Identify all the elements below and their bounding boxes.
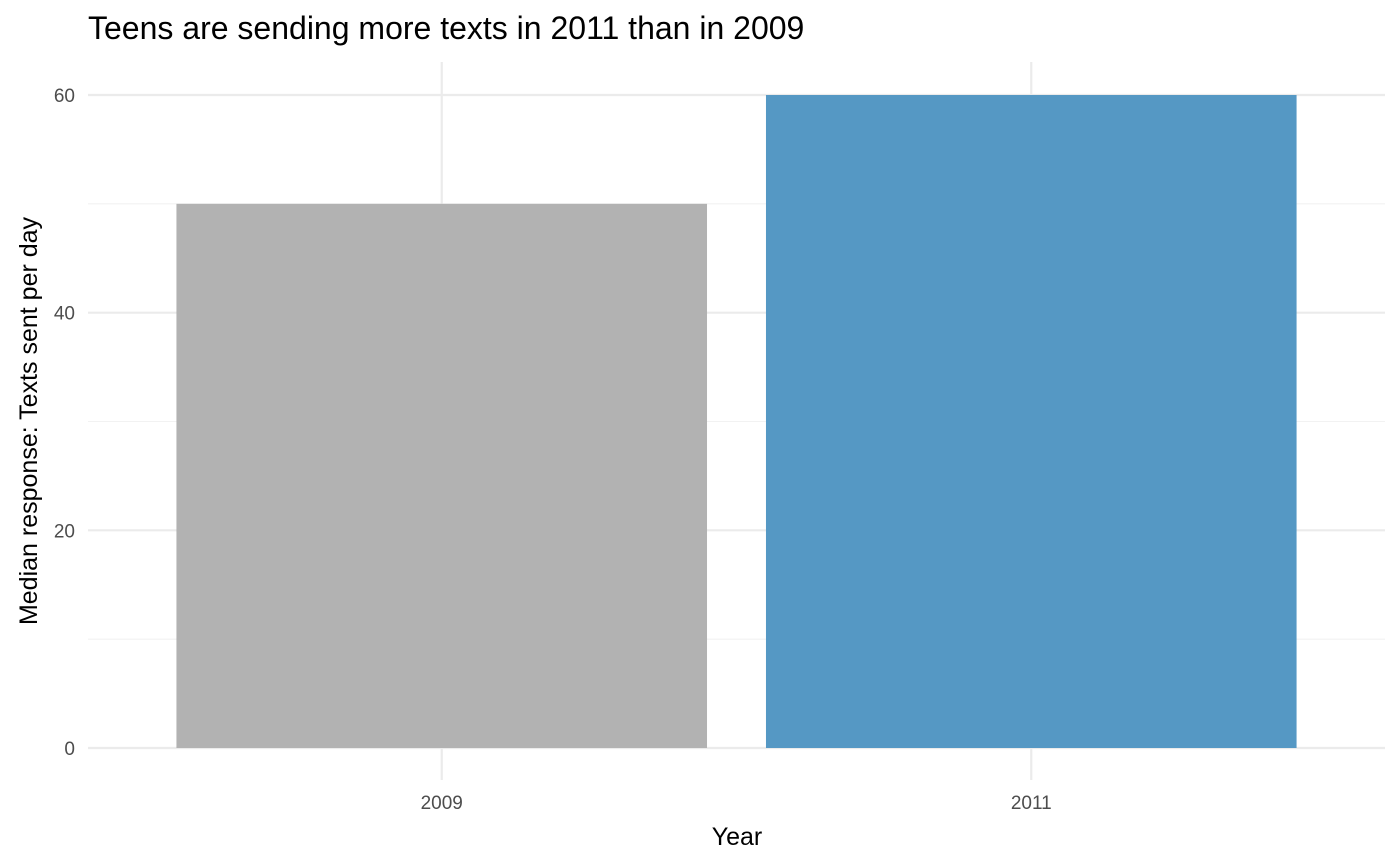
y-tick-label: 20	[54, 521, 75, 542]
y-tick-label: 0	[64, 739, 75, 760]
x-tick-label: 2011	[1011, 793, 1052, 814]
y-tick-labels: 0 20 40 60	[54, 86, 75, 760]
y-axis-label: Median response: Texts sent per day	[15, 216, 43, 625]
y-tick-label: 40	[54, 304, 75, 325]
bars	[176, 95, 1297, 749]
bar-2009	[176, 203, 708, 749]
x-tick-labels: 2009 2011	[421, 793, 1052, 814]
bar-2011	[765, 95, 1297, 748]
x-tick-label: 2009	[421, 793, 463, 814]
x-axis-label: Year	[712, 823, 763, 851]
chart-title: Teens are sending more texts in 2011 tha…	[88, 10, 804, 46]
y-tick-label: 60	[54, 86, 75, 107]
